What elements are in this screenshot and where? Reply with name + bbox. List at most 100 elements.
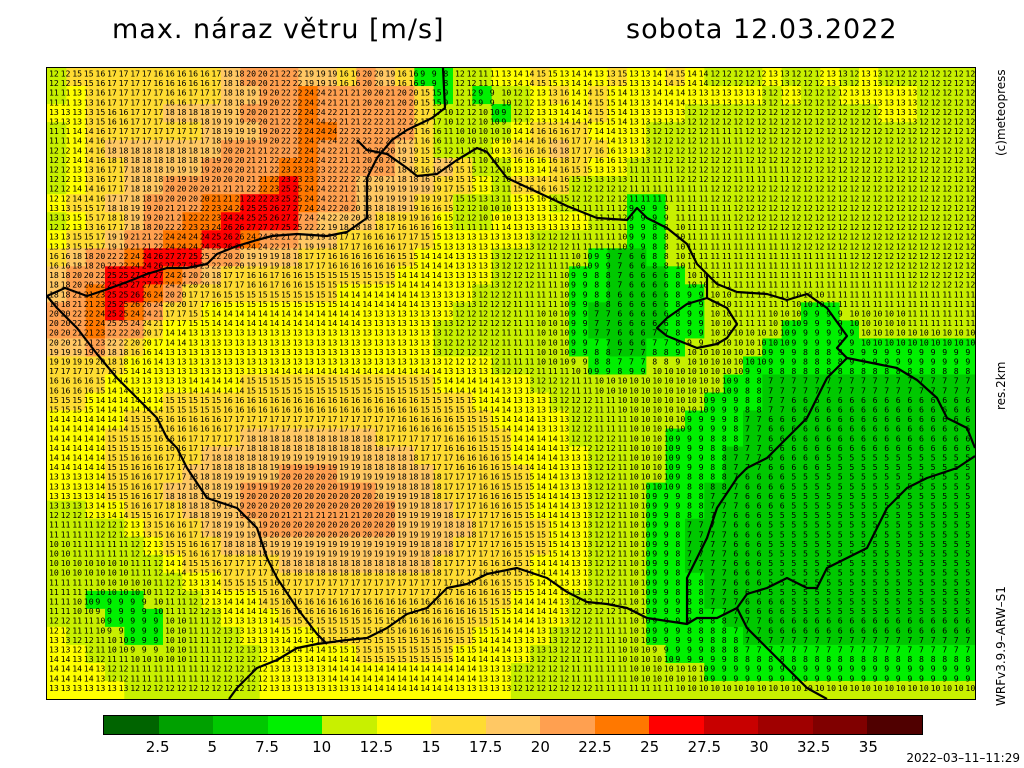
gust-value-label: 12 <box>757 213 767 223</box>
gust-value-label: 6 <box>803 453 808 463</box>
gust-value-label: 8 <box>652 357 657 367</box>
gust-value-label: 14 <box>699 69 709 79</box>
gust-value-label: 6 <box>826 424 831 434</box>
gust-value-label: 16 <box>258 405 268 415</box>
gust-value-label: 11 <box>768 299 778 309</box>
gust-value-label: 13 <box>548 88 558 98</box>
gust-value-label: 21 <box>351 193 361 203</box>
gust-value-label: 22 <box>107 337 117 347</box>
gust-value-label: 11 <box>571 232 581 242</box>
gust-value-label: 22 <box>374 107 384 117</box>
gust-value-label: 12 <box>513 251 523 261</box>
gust-value-label: 9 <box>571 318 576 328</box>
gust-value-label: 12 <box>931 261 941 271</box>
gust-value-label: 23 <box>95 337 105 347</box>
gust-value-label: 12 <box>675 126 685 136</box>
gust-value-label: 13 <box>153 385 163 395</box>
gust-value-label: 6 <box>826 395 831 405</box>
gust-value-label: 12 <box>919 126 929 136</box>
gust-value-label: 9 <box>664 203 669 213</box>
gust-value-label: 16 <box>281 405 291 415</box>
gust-value-label: 8 <box>675 270 680 280</box>
gust-value-label: 24 <box>304 145 314 155</box>
gust-value-label: 13 <box>490 241 500 251</box>
gust-value-label: 18 <box>153 155 163 165</box>
gust-value-label: 14 <box>153 347 163 357</box>
gust-value-label: 12 <box>478 289 488 299</box>
gust-value-label: 12 <box>815 193 825 203</box>
gust-value-label: 16 <box>397 78 407 88</box>
gust-value-label: 6 <box>803 395 808 405</box>
gust-value-label: 11 <box>745 270 755 280</box>
gust-value-label: 21 <box>339 155 349 165</box>
gust-value-label: 12 <box>791 232 801 242</box>
gust-value-label: 19 <box>316 453 326 463</box>
gust-value-label: 13 <box>467 289 477 299</box>
gust-value-label: 22 <box>258 184 268 194</box>
gust-value-label: 6 <box>826 414 831 424</box>
gust-value-label: 10 <box>687 357 697 367</box>
gust-value-label: 20 <box>397 88 407 98</box>
gust-value-label: 13 <box>397 347 407 357</box>
gust-value-label: 10 <box>687 405 697 415</box>
gust-value-label: 12 <box>652 155 662 165</box>
gust-value-label: 10 <box>733 357 743 367</box>
gust-value-label: 11 <box>733 145 743 155</box>
gust-value-label: 18 <box>49 270 59 280</box>
gust-value-label: 10 <box>733 347 743 357</box>
gust-value-label: 10 <box>664 424 674 434</box>
gust-value-label: 12 <box>907 251 917 261</box>
gust-value-label: 10 <box>780 328 790 338</box>
gust-value-label: 11 <box>571 213 581 223</box>
gust-value-label: 15 <box>72 203 82 213</box>
gust-value-label: 17 <box>443 453 453 463</box>
gust-value-label: 15 <box>107 462 117 472</box>
gust-value-label: 12 <box>768 97 778 107</box>
gust-value-label: 14 <box>95 405 105 415</box>
gust-value-label: 14 <box>72 145 82 155</box>
map-cell <box>588 86 609 105</box>
gust-value-label: 13 <box>710 97 720 107</box>
gust-value-label: 21 <box>339 107 349 117</box>
map-cell <box>85 122 106 141</box>
gust-value-label: 17 <box>130 126 140 136</box>
gust-value-label: 12 <box>525 280 535 290</box>
gust-value-label: 14 <box>687 69 697 79</box>
gust-value-label: 12 <box>745 69 755 79</box>
gust-value-label: 14 <box>548 174 558 184</box>
gust-value-label: 11 <box>780 232 790 242</box>
gust-value-label: 11 <box>478 78 488 88</box>
gust-value-label: 12 <box>838 203 848 213</box>
gust-value-label: 13 <box>374 337 384 347</box>
gust-value-label: 21 <box>397 136 407 146</box>
gust-value-label: 13 <box>84 165 94 175</box>
gust-value-label: 6 <box>791 453 796 463</box>
gust-value-label: 24 <box>177 241 187 251</box>
gust-value-label: 13 <box>165 385 175 395</box>
gust-value-label: 15 <box>675 78 685 88</box>
gust-value-label: 14 <box>107 414 117 424</box>
gust-value-label: 14 <box>571 78 581 88</box>
gust-value-label: 12 <box>722 184 732 194</box>
gust-value-label: 13 <box>490 270 500 280</box>
gust-value-label: 12 <box>826 145 836 155</box>
gust-value-label: 8 <box>664 347 669 357</box>
map-cell <box>472 122 493 141</box>
gust-value-label: 13 <box>316 347 326 357</box>
gust-value-label: 7 <box>594 309 599 319</box>
map-cell <box>433 104 454 123</box>
gust-value-label: 12 <box>490 337 500 347</box>
gust-value-label: 20 <box>374 69 384 79</box>
gust-value-label: 24 <box>142 318 152 328</box>
gust-value-label: 12 <box>467 337 477 347</box>
gust-value-label: 24 <box>188 232 198 242</box>
gust-value-label: 14 <box>525 69 535 79</box>
gust-value-label: 12 <box>803 69 813 79</box>
gust-value-label: 24 <box>177 232 187 242</box>
gust-value-label: 12 <box>513 117 523 127</box>
gust-value-label: 15 <box>420 97 430 107</box>
gust-value-label: 11 <box>931 299 941 309</box>
gust-value-label: 6 <box>907 424 912 434</box>
gust-value-label: 14 <box>536 453 546 463</box>
gust-value-label: 7 <box>780 395 785 405</box>
